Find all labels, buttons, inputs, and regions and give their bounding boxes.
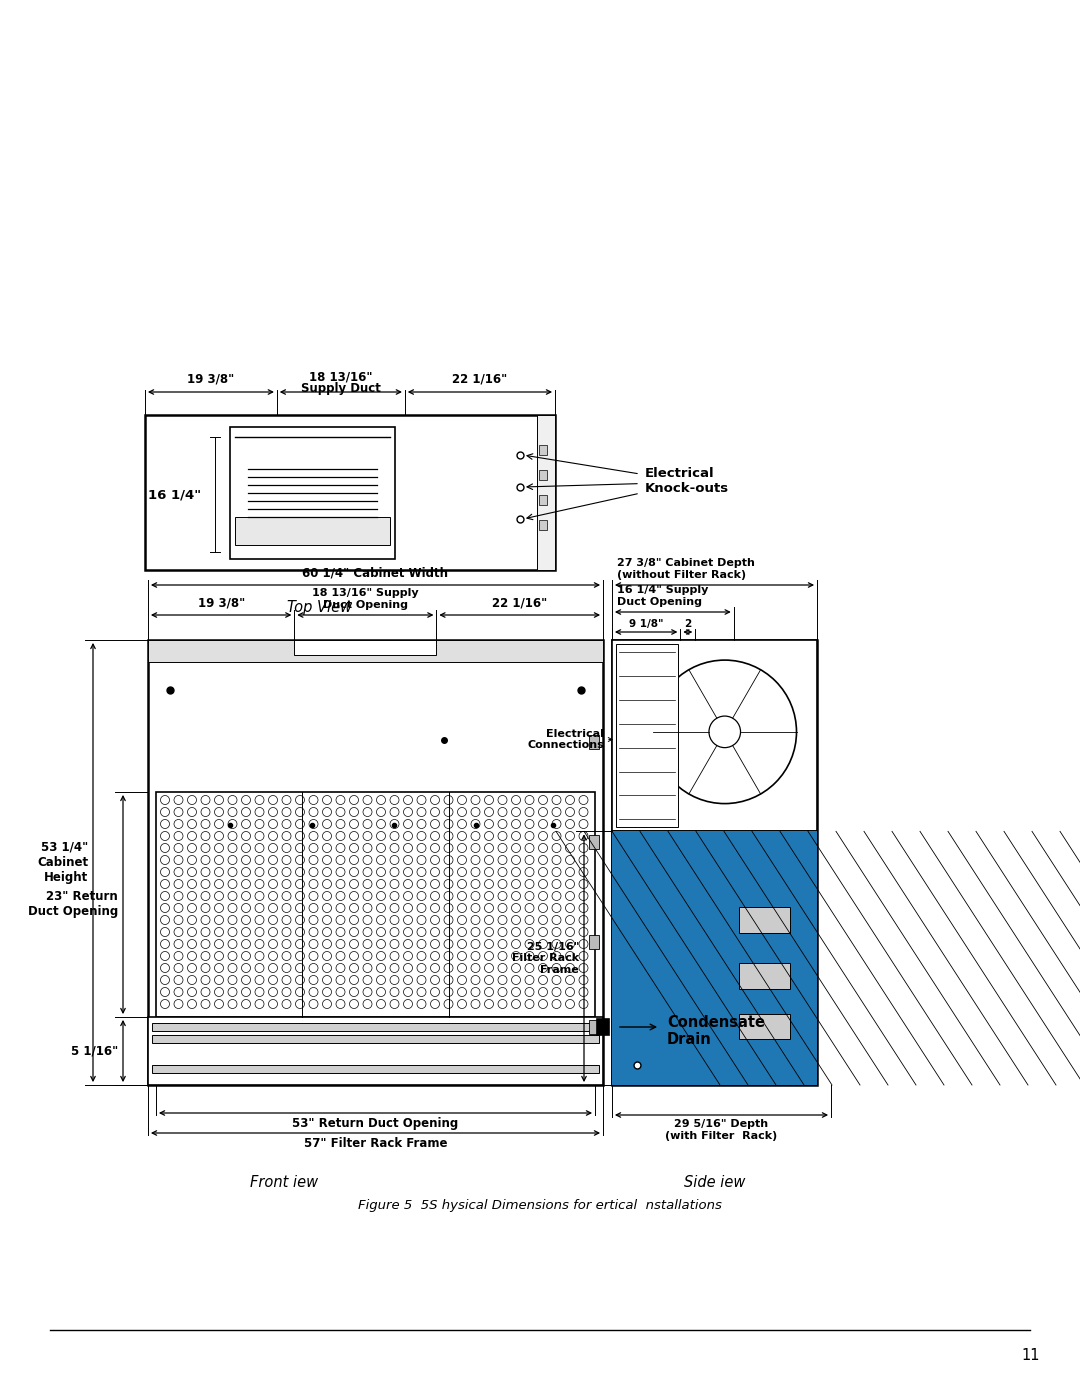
Bar — [295, 640, 436, 655]
Bar — [537, 415, 555, 570]
Text: 19 3/8": 19 3/8" — [198, 597, 245, 610]
Bar — [612, 640, 816, 831]
Bar — [148, 640, 603, 1085]
Bar — [539, 446, 546, 455]
Text: Supply Duct: Supply Duct — [301, 381, 381, 395]
Text: 25 1/16"
Filter Rack
Frame: 25 1/16" Filter Rack Frame — [512, 942, 579, 975]
Text: 60 1/4" Cabinet Width: 60 1/4" Cabinet Width — [302, 567, 448, 580]
Bar — [148, 640, 603, 662]
Text: 57" Filter Rack Frame: 57" Filter Rack Frame — [303, 1137, 447, 1150]
Bar — [739, 964, 791, 989]
Text: Condensate
Drain: Condensate Drain — [667, 1016, 765, 1048]
Text: 18 13/16" Supply
Duct Opening: 18 13/16" Supply Duct Opening — [312, 588, 419, 610]
Bar — [152, 1065, 599, 1073]
Bar — [589, 1020, 599, 1034]
Text: Front iew: Front iew — [251, 1175, 319, 1190]
Text: Top View: Top View — [287, 599, 352, 615]
Text: Electrical
Connections: Electrical Connections — [527, 729, 604, 750]
Text: 16 1/4": 16 1/4" — [148, 489, 202, 502]
Bar — [589, 835, 599, 849]
Text: 53 1/4"
Cabinet
Height: 53 1/4" Cabinet Height — [37, 841, 87, 884]
Text: 18 13/16": 18 13/16" — [309, 370, 373, 383]
Text: 19 3/8": 19 3/8" — [187, 372, 234, 386]
Bar — [152, 1023, 599, 1031]
Bar — [612, 831, 816, 1085]
Text: 53" Return Duct Opening: 53" Return Duct Opening — [293, 1118, 459, 1130]
Bar — [616, 644, 677, 827]
Text: 9 1/8": 9 1/8" — [629, 619, 663, 629]
Bar — [589, 935, 599, 949]
Bar — [739, 1014, 791, 1039]
Text: 16 1/4" Supply
Duct Opening: 16 1/4" Supply Duct Opening — [617, 585, 708, 608]
Bar — [739, 908, 791, 933]
Bar — [612, 640, 816, 1085]
Bar — [539, 469, 546, 481]
Text: 23" Return
Duct Opening: 23" Return Duct Opening — [28, 890, 118, 918]
Bar — [597, 1018, 609, 1035]
Bar — [612, 831, 816, 1085]
Text: 27 3/8" Cabinet Depth
(without Filter Rack): 27 3/8" Cabinet Depth (without Filter Ra… — [617, 559, 755, 580]
Bar — [230, 427, 395, 559]
Text: 22 1/16": 22 1/16" — [492, 597, 548, 610]
Bar — [589, 735, 599, 749]
Text: 11: 11 — [1022, 1348, 1040, 1362]
Bar — [156, 792, 595, 1017]
Text: Electrical
Knock-outs: Electrical Knock-outs — [645, 467, 729, 495]
Text: Side iew: Side iew — [684, 1175, 745, 1190]
Text: 22 1/16": 22 1/16" — [453, 372, 508, 386]
Text: Figure 5  5S hysical Dimensions for ertical  nstallations: Figure 5 5S hysical Dimensions for ertic… — [359, 1199, 721, 1211]
Text: 5 1/16": 5 1/16" — [71, 1045, 118, 1058]
Bar — [152, 1035, 599, 1044]
Bar — [539, 495, 546, 504]
Bar — [539, 520, 546, 529]
Bar — [145, 415, 555, 570]
Bar — [235, 517, 390, 545]
Bar — [148, 1017, 603, 1085]
Text: 2: 2 — [685, 619, 691, 629]
Text: 29 5/16" Depth
(with Filter  Rack): 29 5/16" Depth (with Filter Rack) — [665, 1119, 778, 1140]
